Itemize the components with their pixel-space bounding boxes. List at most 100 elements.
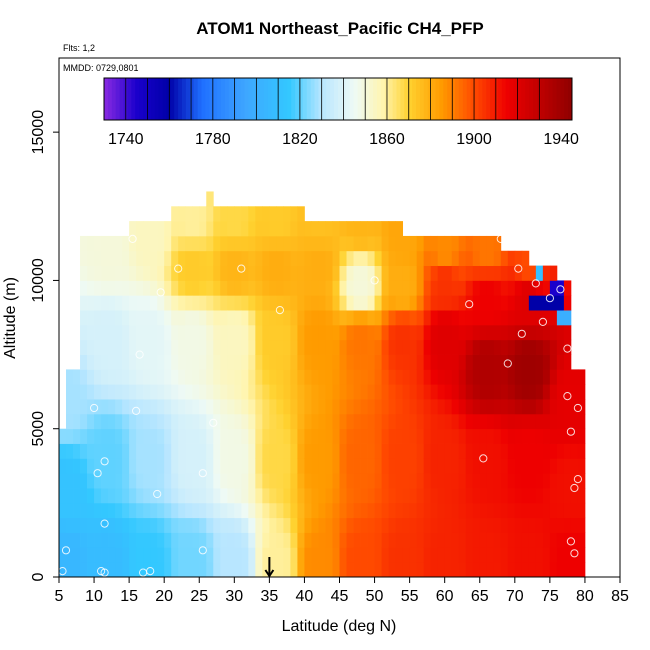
colorbar-segment xyxy=(345,78,351,120)
heatmap-cell xyxy=(185,295,193,311)
x-tick-label: 30 xyxy=(225,588,243,605)
heatmap-cell xyxy=(528,295,537,311)
heatmap-cell xyxy=(311,517,319,533)
heatmap-cell xyxy=(164,458,172,474)
heatmap-cell xyxy=(101,339,109,355)
heatmap-cell xyxy=(556,502,565,519)
heatmap-cell xyxy=(423,502,432,519)
heatmap-cell xyxy=(290,339,298,355)
heatmap-cell xyxy=(213,443,221,459)
heatmap-cell xyxy=(136,399,144,415)
colorbar-segment xyxy=(392,78,397,120)
heatmap-cell xyxy=(150,517,158,533)
heatmap-cell xyxy=(199,384,207,400)
heatmap-cell xyxy=(276,473,284,489)
heatmap-cell xyxy=(94,532,102,548)
heatmap-cell xyxy=(556,488,565,504)
heatmap-cell xyxy=(444,235,453,252)
heatmap-cell xyxy=(129,295,137,311)
heatmap-cell xyxy=(185,488,193,504)
heatmap-cell xyxy=(318,399,326,415)
heatmap-cell xyxy=(570,562,579,578)
heatmap-cell xyxy=(374,443,382,459)
heatmap-cell xyxy=(402,354,411,370)
heatmap-cell xyxy=(220,250,228,266)
heatmap-cell xyxy=(514,295,523,311)
heatmap-cell xyxy=(465,384,474,400)
heatmap-cell xyxy=(535,443,544,459)
x-tick-label: 20 xyxy=(155,588,173,605)
heatmap-cell xyxy=(234,458,242,474)
colorbar-segment xyxy=(396,78,401,120)
heatmap-cell xyxy=(332,250,340,266)
heatmap-cell xyxy=(325,502,333,519)
colorbar-segment xyxy=(244,78,249,120)
heatmap-cell xyxy=(143,221,151,237)
heatmap-cell xyxy=(283,265,291,281)
heatmap-cell xyxy=(192,413,200,430)
heatmap-cell xyxy=(297,354,305,370)
sample-point xyxy=(465,300,474,309)
heatmap-cell xyxy=(514,280,523,296)
sample-point xyxy=(514,264,523,273)
colorbar-segment xyxy=(377,78,382,120)
heatmap-cell xyxy=(108,354,116,370)
heatmap-cell xyxy=(122,369,130,385)
heatmap-cell xyxy=(178,399,186,415)
heatmap-cell xyxy=(451,310,460,326)
heatmap-cell xyxy=(318,384,326,400)
heatmap-cell xyxy=(255,413,263,430)
heatmap-cell xyxy=(332,295,340,311)
heatmap-cell xyxy=(262,280,270,296)
colorbar-segment xyxy=(104,78,109,120)
heatmap-cell xyxy=(367,399,375,415)
heatmap-cell xyxy=(178,265,186,281)
heatmap-cell xyxy=(164,399,172,415)
heatmap-cell xyxy=(339,502,347,519)
heatmap-cell xyxy=(80,295,88,311)
heatmap-cell xyxy=(122,488,130,504)
heatmap-cell xyxy=(332,473,340,489)
heatmap-cell xyxy=(318,295,326,311)
heatmap-cell xyxy=(409,502,418,519)
heatmap-cell xyxy=(164,310,172,326)
heatmap-cell xyxy=(213,295,221,311)
heatmap-cell xyxy=(297,488,305,504)
heatmap-cell xyxy=(360,428,368,444)
heatmap-cell xyxy=(346,369,354,385)
heatmap-cell xyxy=(255,488,263,504)
heatmap-cell xyxy=(206,280,214,296)
heatmap-cell xyxy=(171,250,179,266)
heatmap-cell xyxy=(150,339,158,355)
heatmap-cell xyxy=(493,280,502,296)
heatmap-cell xyxy=(178,517,186,533)
heatmap-cell xyxy=(346,562,354,578)
heatmap-cell xyxy=(360,562,368,578)
heatmap-cell xyxy=(227,369,235,385)
heatmap-cell xyxy=(430,532,439,548)
heatmap-cell xyxy=(318,339,326,355)
heatmap-cell xyxy=(255,235,263,252)
heatmap-cell xyxy=(486,399,495,415)
heatmap-cell xyxy=(563,488,572,504)
heatmap-cell xyxy=(276,354,284,370)
heatmap-cell xyxy=(514,354,523,370)
heatmap-cell xyxy=(374,324,382,341)
heatmap-cell xyxy=(388,502,396,519)
heatmap-cell xyxy=(535,369,544,385)
heatmap-cell xyxy=(66,517,74,533)
heatmap-cell xyxy=(129,235,137,252)
heatmap-cell xyxy=(318,265,326,281)
heatmap-cell xyxy=(388,369,396,385)
heatmap-cell xyxy=(283,369,291,385)
heatmap-cell xyxy=(143,310,151,326)
heatmap-cell xyxy=(87,384,95,400)
heatmap-cell xyxy=(493,399,502,415)
heatmap-cell xyxy=(423,532,432,548)
heatmap-cell xyxy=(220,562,228,578)
heatmap-cell xyxy=(213,428,221,444)
heatmap-cell xyxy=(94,547,102,563)
heatmap-cell xyxy=(129,384,137,400)
heatmap-cell xyxy=(136,265,144,281)
heatmap-cell xyxy=(332,428,340,444)
